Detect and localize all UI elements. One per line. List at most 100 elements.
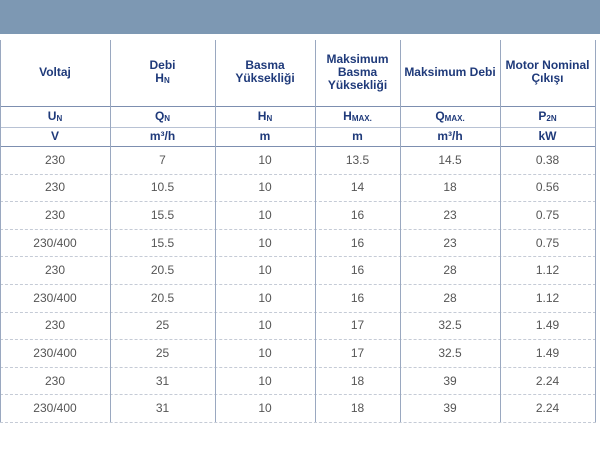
cell-value: 31 [155, 401, 170, 416]
column-line [315, 40, 316, 422]
symbol-base: P [538, 109, 547, 123]
cell-value: 2.24 [535, 373, 560, 388]
cell-value: 0.56 [535, 180, 560, 195]
data-cell: 230 [0, 256, 110, 284]
header-text: Maksimum Debi [404, 64, 496, 79]
header-band [0, 0, 600, 34]
cell-value: 1.12 [535, 263, 560, 278]
data-cell: 18 [400, 174, 500, 202]
data-cell: 31 [110, 367, 215, 395]
row-line [0, 284, 596, 285]
cell-value: 230 [44, 373, 66, 388]
cell-value: 10 [258, 401, 272, 416]
symbol: HMAX. [343, 110, 372, 124]
unit-cell: m³/h [400, 127, 500, 146]
cell-value: 14 [350, 180, 365, 195]
cell-value: 230 [44, 263, 66, 278]
symbol-base: Q [154, 109, 165, 123]
data-cell: 23 [400, 201, 500, 229]
data-cell: 7 [110, 146, 215, 174]
header-text: Maksimum [326, 51, 389, 66]
column-line [500, 40, 501, 422]
unit: m [259, 129, 271, 143]
symbol: UN [48, 110, 62, 124]
header-text: Basma [337, 64, 378, 79]
header-cell: Motor Nominal Çıkışı [500, 38, 595, 106]
cell-value: 10 [258, 290, 272, 305]
data-cell: 230 [0, 201, 110, 229]
header-text: Basma [245, 58, 285, 72]
cell-value: 16 [350, 235, 365, 250]
unit-cell: m [215, 127, 315, 146]
data-cell: 230/400 [0, 394, 110, 422]
data-cell: 39 [400, 394, 500, 422]
symbol-cell: HN [215, 107, 315, 127]
data-cell: 23 [400, 229, 500, 257]
header-text: Çıkışı [531, 71, 564, 85]
data-cell: 28 [400, 256, 500, 284]
row-line [0, 394, 596, 396]
cell-value: 15.5 [150, 235, 175, 250]
row-line [0, 311, 596, 313]
cell-value: 31 [155, 373, 170, 388]
cell-value: 39 [443, 373, 457, 388]
symbol-base: H [257, 109, 267, 123]
row-line [0, 256, 596, 258]
symbol-cell: HMAX. [315, 107, 400, 127]
data-cell: 17 [315, 339, 400, 367]
cell-value: 18 [350, 373, 365, 388]
header-text: Debi [149, 57, 176, 72]
data-cell: 20.5 [110, 284, 215, 312]
data-cell: 16 [315, 256, 400, 284]
symbol-sub: N [163, 75, 170, 85]
cell-value: 0.75 [535, 207, 560, 222]
cell-value: 14.5 [438, 152, 462, 167]
column-line [595, 40, 596, 422]
unit-cell: kW [500, 127, 595, 146]
unit: m³/h [437, 129, 463, 143]
cell-value: 230 [44, 152, 66, 167]
symbol: HN [258, 110, 272, 124]
unit: V [50, 129, 59, 143]
data-cell: 0.56 [500, 174, 595, 202]
data-cell: 16 [315, 201, 400, 229]
symbol-sub: 2N [546, 114, 557, 123]
data-cell: 28 [400, 284, 500, 312]
cell-value: 230 [44, 180, 66, 195]
data-cell: 14 [315, 174, 400, 202]
cell-value: 10 [258, 373, 272, 388]
column-line [110, 40, 111, 422]
cell-value: 230 [44, 207, 66, 222]
cell-value: 28 [443, 263, 457, 278]
row-line [0, 127, 596, 128]
cell-value: 13.5 [345, 152, 370, 167]
cell-value: 28 [443, 290, 457, 305]
data-cell: 230 [0, 312, 110, 340]
cell-value: 10.5 [150, 180, 175, 195]
column-line [400, 40, 401, 422]
header-cell: Maksimum Basma Yüksekliği [315, 38, 400, 106]
symbol-sub: N [164, 114, 171, 123]
data-cell: 230/400 [0, 339, 110, 367]
cell-value: 17 [350, 345, 365, 360]
row-line [0, 106, 596, 107]
data-cell: 16 [315, 284, 400, 312]
cell-value: 10 [258, 263, 272, 278]
cell-value: 23 [443, 235, 457, 250]
data-cell: 2.24 [500, 394, 595, 422]
symbol-sub: N [56, 114, 63, 123]
cell-value: 10 [258, 345, 272, 360]
data-cell: 10 [215, 146, 315, 174]
cell-value: 16 [350, 207, 365, 222]
data-cell: 10 [215, 394, 315, 422]
data-cell: 13.5 [315, 146, 400, 174]
header-text: Motor Nominal [505, 58, 590, 72]
data-cell: 230/400 [0, 284, 110, 312]
cell-value: 20.5 [150, 290, 175, 305]
unit: m³/h [149, 129, 176, 143]
symbol: P2N [538, 110, 556, 124]
symbol-base: H [343, 109, 352, 123]
cell-value: 10 [258, 180, 272, 195]
row-line [0, 422, 596, 423]
data-cell: 10 [215, 201, 315, 229]
